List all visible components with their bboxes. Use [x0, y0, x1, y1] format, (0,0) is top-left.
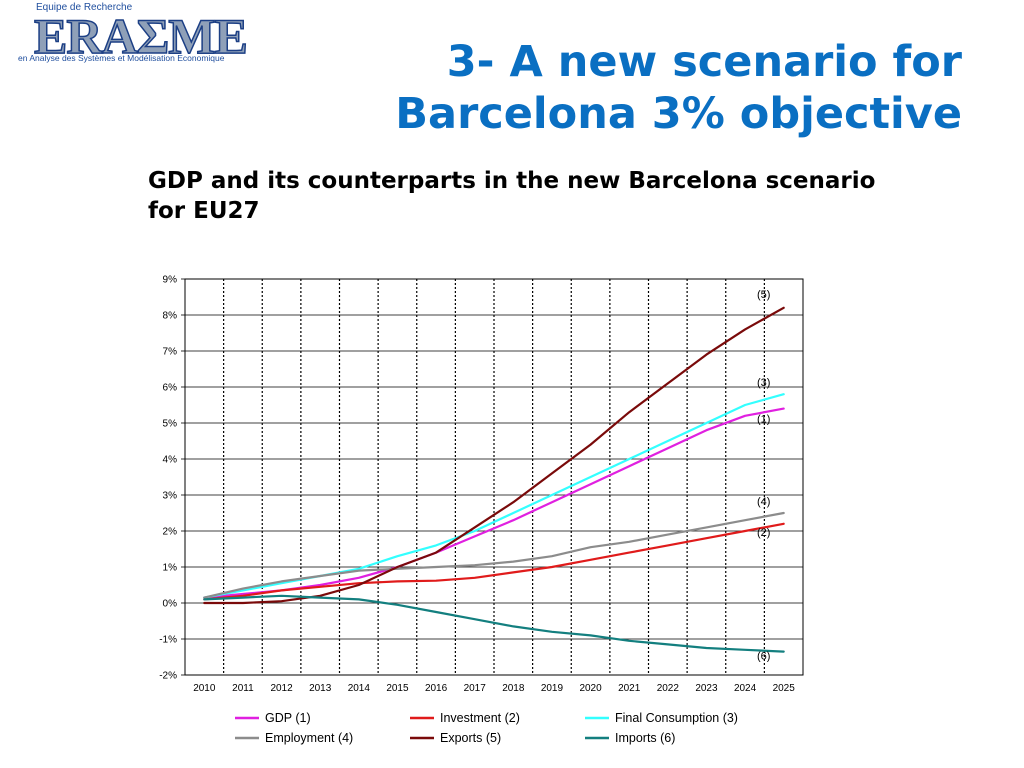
- legend-label: Imports (6): [615, 731, 675, 745]
- x-tick-label: 2013: [309, 683, 332, 694]
- y-tick-label: 2%: [163, 527, 178, 538]
- chart-subtitle: GDP and its counterparts in the new Barc…: [148, 166, 948, 226]
- slide-title: 3- A new scenario for Barcelona 3% objec…: [362, 36, 962, 140]
- y-tick-label: 3%: [163, 491, 178, 502]
- x-tick-label: 2018: [502, 683, 525, 694]
- erasme-logo: Equipe de Recherche ERAΣME en Analyse de…: [14, 2, 304, 72]
- x-tick-label: 2012: [270, 683, 293, 694]
- logo-main-text: ERAΣME: [33, 7, 248, 65]
- series-line-2: [203, 522, 785, 601]
- y-tick-label: 9%: [163, 275, 178, 286]
- x-tick-label: 2015: [386, 683, 409, 694]
- x-tick-label: 2016: [425, 683, 448, 694]
- series-line-5: [203, 306, 785, 605]
- series-end-label-6: (6): [757, 651, 770, 663]
- x-tick-label: 2017: [464, 683, 487, 694]
- series-end-label-1: (1): [757, 414, 770, 426]
- line-chart: 9% 8% 7% 6% 5% 4% 3% 2% 1% 0% -1% -2% 2010 2011 2012 20…: [159, 275, 804, 745]
- slide-title-line1: 3- A new scenario for: [446, 37, 962, 87]
- chart-subtitle-line1: GDP and its counterparts in the new Barc…: [148, 168, 876, 194]
- x-tick-label: 2014: [348, 683, 371, 694]
- legend-label: Exports (5): [440, 731, 501, 745]
- legend-label: GDP (1): [265, 711, 311, 725]
- x-tick-label: 2020: [579, 683, 602, 694]
- y-tick-label: 1%: [163, 563, 178, 574]
- x-tick-label: 2010: [193, 683, 216, 694]
- chart-subtitle-line2: for EU27: [148, 198, 260, 224]
- y-tick-label: 8%: [163, 311, 178, 322]
- logo-sub-text: en Analyse des Systèmes et Modélisation …: [18, 53, 225, 63]
- x-tick-label: 2022: [657, 683, 680, 694]
- x-tick-label: 2021: [618, 683, 641, 694]
- slide-title-line2: Barcelona 3% objective: [395, 89, 962, 139]
- series-end-label-5: (5): [757, 289, 770, 301]
- y-tick-label: 6%: [163, 383, 178, 394]
- x-tick-label: 2025: [773, 683, 796, 694]
- logo-top-text: Equipe de Recherche: [36, 2, 133, 13]
- y-tick-label: -2%: [159, 671, 177, 682]
- legend-label: Employment (4): [265, 731, 353, 745]
- y-tick-label: 0%: [163, 599, 178, 610]
- y-tick-label: -1%: [159, 635, 177, 646]
- y-tick-label: 5%: [163, 419, 178, 430]
- series-end-label-3: (3): [757, 377, 770, 389]
- y-tick-label: 4%: [163, 455, 178, 466]
- series-end-label-2: (2): [757, 527, 770, 539]
- x-tick-label: 2019: [541, 683, 564, 694]
- x-tick-label: 2024: [734, 683, 757, 694]
- legend-label: Investment (2): [440, 711, 520, 725]
- x-tick-label: 2011: [232, 683, 254, 694]
- series-line-4: [203, 511, 785, 599]
- legend-label: Final Consumption (3): [615, 711, 738, 725]
- series-line-6: [203, 594, 785, 653]
- y-tick-label: 7%: [163, 347, 178, 358]
- series-end-label-4: (4): [757, 496, 770, 508]
- x-tick-label: 2023: [695, 683, 718, 694]
